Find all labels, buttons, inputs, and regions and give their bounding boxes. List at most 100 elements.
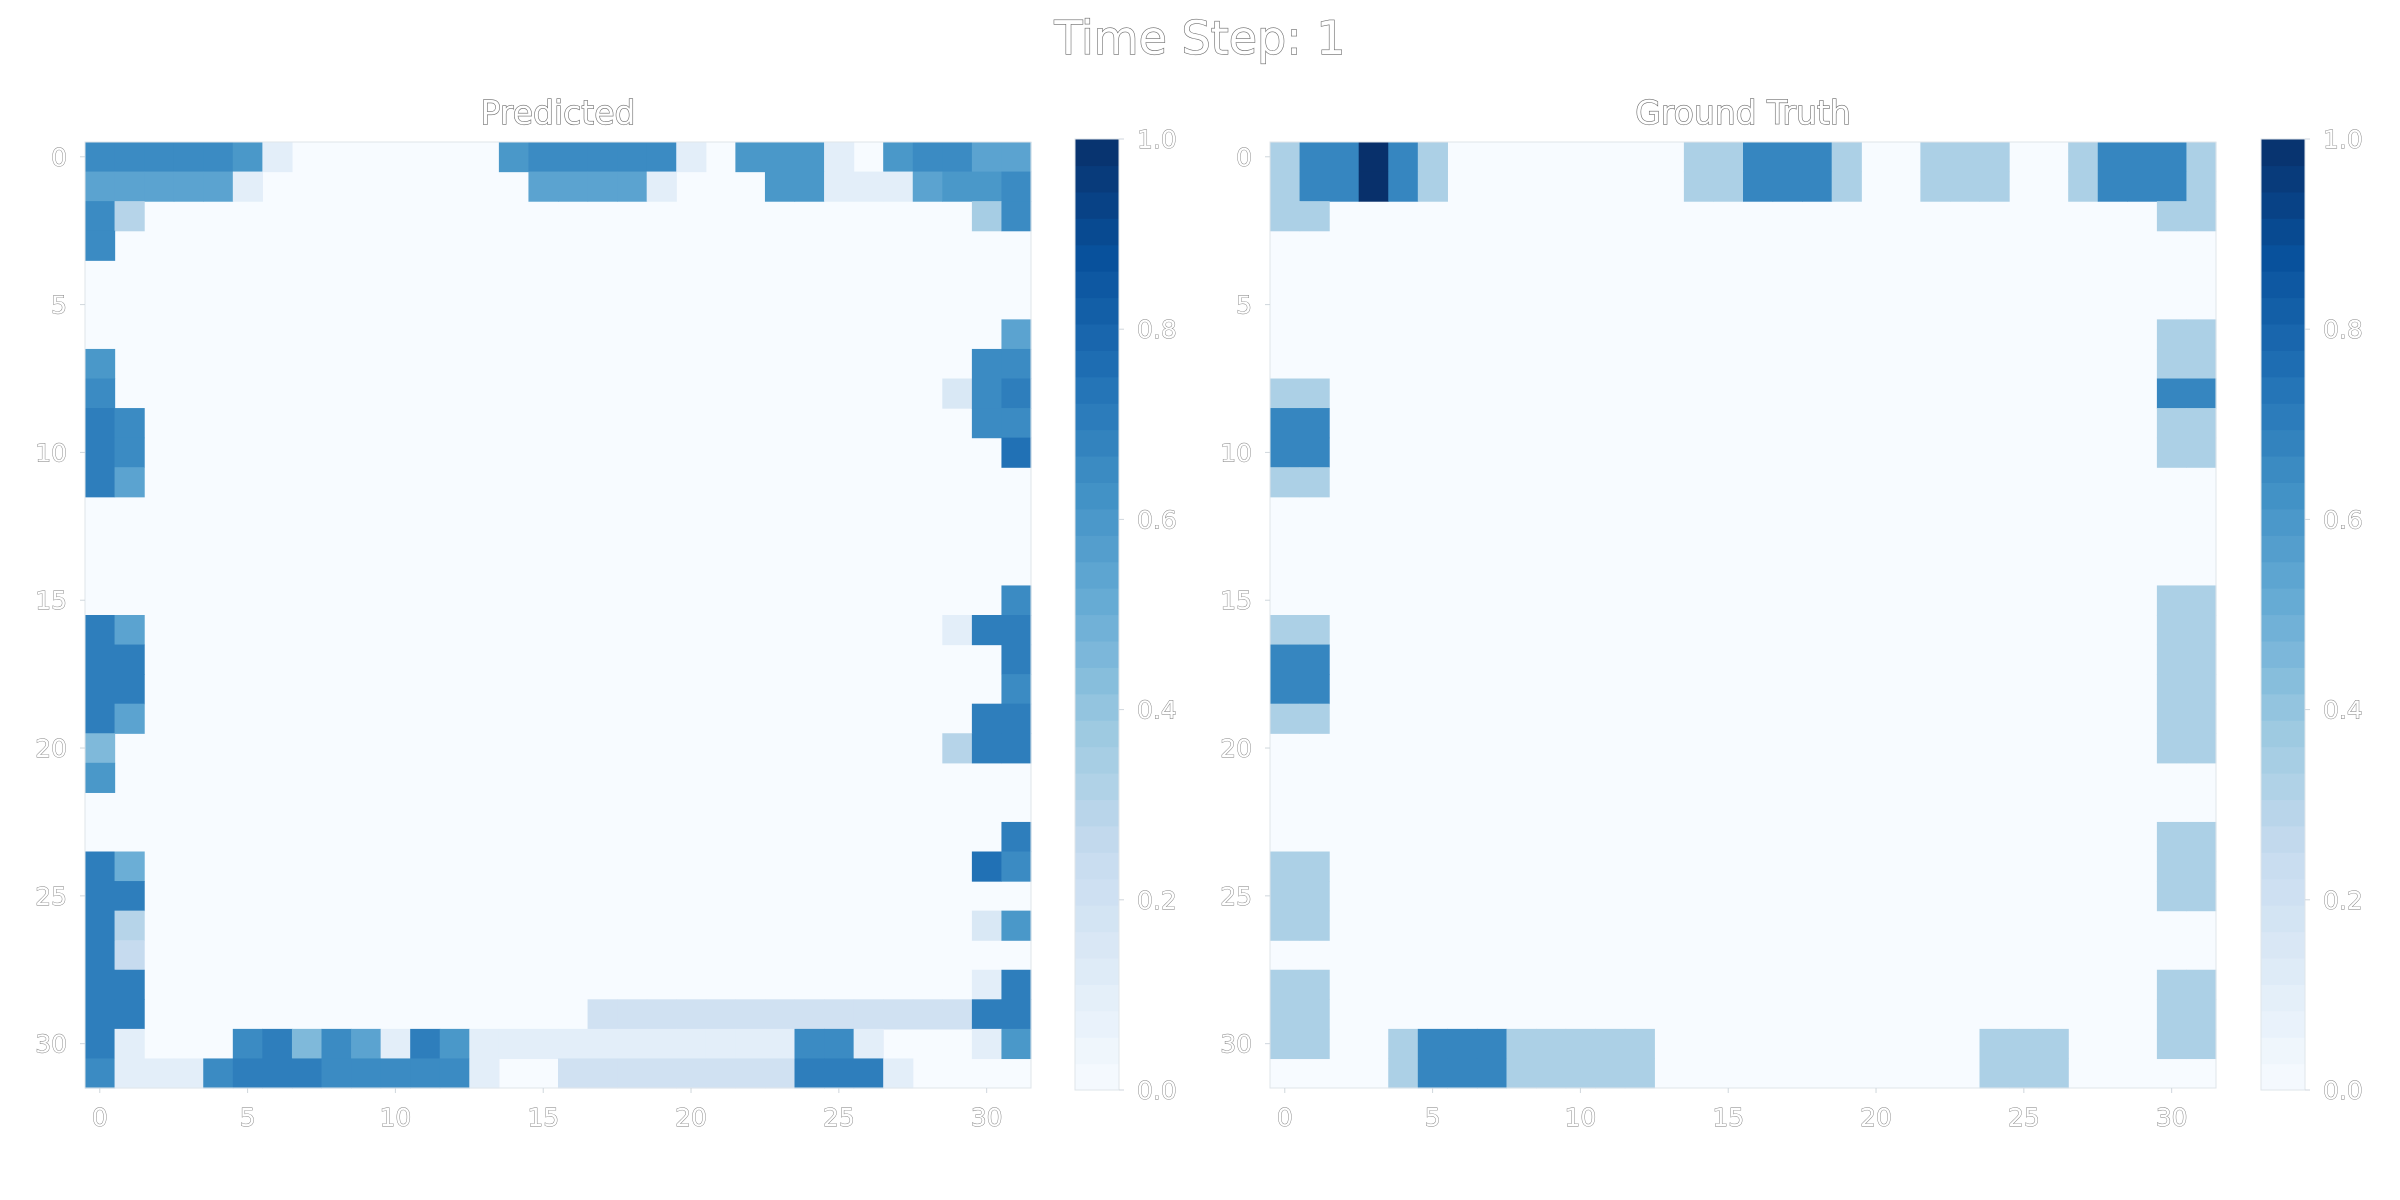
predicted-heatmap-cell bbox=[85, 881, 116, 912]
ground-truth-colorbar-tick-label: 0.2 bbox=[2323, 886, 2363, 915]
ground-truth-heatmap-cell bbox=[2156, 408, 2188, 439]
predicted-colorbar-band bbox=[1075, 1037, 1119, 1065]
predicted-heatmap-cell bbox=[912, 171, 943, 202]
ground-truth-heatmap-cell bbox=[1536, 1058, 1567, 1089]
ground-truth-x-tick-label: 30 bbox=[2156, 1103, 2188, 1132]
predicted-heatmap-cell bbox=[617, 171, 648, 202]
predicted-heatmap-cell bbox=[558, 142, 589, 173]
ground-truth-colorbar-band bbox=[2261, 878, 2305, 906]
predicted-heatmap-cell bbox=[912, 142, 943, 173]
ground-truth-heatmap-cell bbox=[2186, 615, 2217, 646]
ground-truth-heatmap-cell bbox=[1270, 644, 1301, 675]
ground-truth-heatmap-cell bbox=[1270, 615, 1301, 646]
predicted-heatmap-cell bbox=[114, 703, 145, 734]
predicted-heatmap-cell bbox=[617, 999, 648, 1030]
ground-truth-heatmap-cell bbox=[1417, 171, 1448, 202]
predicted-heatmap-cell bbox=[794, 999, 825, 1030]
predicted-heatmap-cell bbox=[469, 1058, 500, 1089]
predicted-heatmap-cell bbox=[85, 999, 116, 1030]
ground-truth-heatmap-cell bbox=[1713, 142, 1744, 173]
ground-truth-heatmap-cell bbox=[1683, 142, 1715, 173]
predicted-heatmap-cell bbox=[232, 1028, 263, 1060]
ground-truth-heatmap-cell bbox=[1358, 171, 1389, 202]
predicted-colorbar-band bbox=[1075, 403, 1119, 431]
ground-truth-heatmap-cell bbox=[1831, 142, 1862, 173]
ground-truth-heatmap-cell bbox=[1299, 142, 1330, 173]
predicted-heatmap-cell bbox=[1001, 703, 1032, 734]
predicted-heatmap-cell bbox=[617, 1058, 648, 1089]
predicted-colorbar-band bbox=[1075, 297, 1119, 325]
predicted-colorbar-band bbox=[1075, 588, 1119, 616]
predicted-heatmap-cell bbox=[114, 881, 145, 912]
ground-truth-colorbar-band bbox=[2261, 720, 2305, 748]
predicted-y-tick-label: 30 bbox=[35, 1030, 67, 1059]
ground-truth-heatmap-cell bbox=[2097, 171, 2128, 202]
predicted-heatmap-cell bbox=[203, 1058, 234, 1089]
ground-truth-colorbar-band bbox=[2261, 1037, 2305, 1065]
ground-truth-colorbar-band bbox=[2261, 746, 2305, 774]
ground-truth-heatmap-cell bbox=[2186, 999, 2217, 1030]
ground-truth-heatmap-cell bbox=[2127, 142, 2158, 173]
predicted-heatmap-cell bbox=[942, 615, 973, 646]
predicted-heatmap-cell bbox=[883, 999, 914, 1030]
predicted-heatmap-cell bbox=[1001, 821, 1032, 853]
ground-truth-heatmap-cell bbox=[1979, 1058, 2010, 1089]
predicted-heatmap-cell bbox=[883, 1058, 914, 1089]
ground-truth-heatmap-cell bbox=[2156, 674, 2188, 705]
predicted-colorbar-band bbox=[1075, 350, 1119, 378]
ground-truth-colorbar-band bbox=[2261, 271, 2305, 299]
predicted-heatmap-cell bbox=[1001, 142, 1032, 173]
predicted-heatmap-cell bbox=[764, 171, 796, 202]
predicted-y-tick-label: 5 bbox=[51, 291, 67, 320]
predicted-heatmap-cell bbox=[114, 142, 145, 173]
predicted-heatmap-cell bbox=[85, 408, 116, 439]
predicted-heatmap-cell bbox=[469, 1028, 500, 1060]
predicted-heatmap-cell bbox=[498, 142, 530, 173]
predicted-colorbar-band bbox=[1075, 825, 1119, 853]
predicted-heatmap-cell bbox=[646, 1058, 677, 1089]
predicted-colorbar-band bbox=[1075, 640, 1119, 668]
ground-truth-heatmap-cell bbox=[1270, 378, 1301, 409]
ground-truth-colorbar-band bbox=[2261, 165, 2305, 193]
ground-truth-colorbar-band bbox=[2261, 191, 2305, 219]
ground-truth-heatmap-cell bbox=[2009, 1028, 2040, 1060]
predicted-heatmap-cell bbox=[705, 1058, 736, 1089]
predicted-heatmap-cell bbox=[380, 1058, 411, 1089]
predicted-y-tick-label: 10 bbox=[35, 438, 67, 467]
predicted-heatmap-cell bbox=[85, 703, 116, 734]
predicted-heatmap-cell bbox=[203, 142, 234, 173]
ground-truth-colorbar-band bbox=[2261, 640, 2305, 668]
predicted-heatmap-cell bbox=[617, 1028, 648, 1060]
ground-truth-heatmap-cell bbox=[2186, 142, 2217, 173]
predicted-heatmap-cell bbox=[824, 999, 855, 1030]
predicted-colorbar-band bbox=[1075, 218, 1119, 246]
predicted-heatmap-cell bbox=[232, 142, 263, 173]
ground-truth-heatmap-cell bbox=[2186, 851, 2217, 882]
predicted-heatmap-cell bbox=[114, 851, 145, 882]
ground-truth-heatmap-cell bbox=[1447, 1058, 1478, 1089]
predicted-heatmap-cell bbox=[114, 467, 145, 498]
ground-truth-heatmap-cell bbox=[1329, 171, 1360, 202]
ground-truth-heatmap-cell bbox=[1743, 142, 1774, 173]
predicted-heatmap-cell bbox=[85, 171, 116, 202]
ground-truth-heatmap-cell bbox=[2038, 1028, 2069, 1060]
predicted-colorbar-band bbox=[1075, 667, 1119, 695]
predicted-heatmap-cell bbox=[853, 1028, 884, 1060]
predicted-heatmap-cell bbox=[764, 999, 796, 1030]
predicted-heatmap-cell bbox=[498, 1028, 530, 1060]
predicted-heatmap-cell bbox=[1001, 674, 1032, 705]
predicted-heatmap-cell bbox=[853, 171, 884, 202]
predicted-heatmap-cell bbox=[85, 230, 116, 261]
predicted-heatmap-cell bbox=[380, 1028, 411, 1060]
predicted-y-tick-label: 25 bbox=[35, 882, 67, 911]
predicted-heatmap-cell bbox=[114, 201, 145, 232]
predicted-heatmap-cell bbox=[173, 1058, 204, 1089]
predicted-heatmap-cell bbox=[646, 171, 677, 202]
ground-truth-heatmap-cell bbox=[1299, 910, 1330, 941]
predicted-heatmap-cell bbox=[971, 910, 1003, 941]
ground-truth-heatmap-cell bbox=[1506, 1028, 1537, 1060]
predicted-colorbar-band bbox=[1075, 984, 1119, 1012]
predicted-heatmap-cell bbox=[1001, 201, 1032, 232]
ground-truth-colorbar-tick-label: 0.0 bbox=[2323, 1076, 2363, 1105]
predicted-heatmap-cell bbox=[173, 142, 204, 173]
